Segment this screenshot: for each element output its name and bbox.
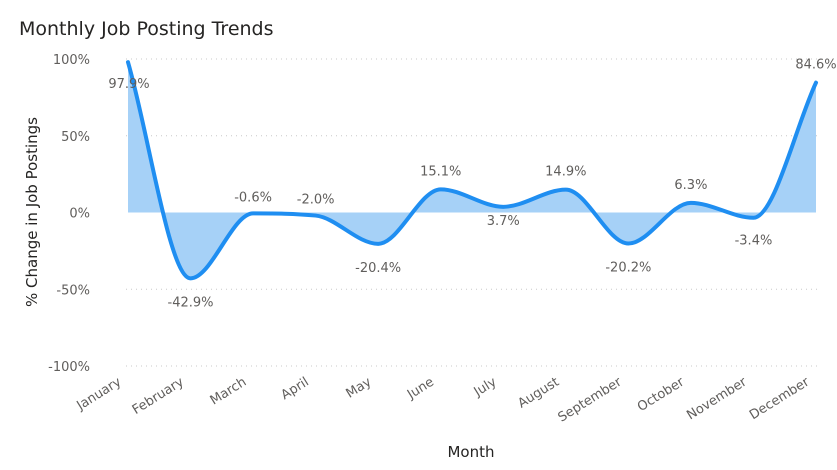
data-label: -3.4% (735, 234, 773, 249)
grid-lines (126, 58, 820, 367)
x-tick-label: August (515, 375, 562, 412)
data-label: 6.3% (674, 178, 707, 193)
area-fill (128, 62, 816, 279)
x-tick-label: March (208, 375, 250, 409)
x-tick-label: June (404, 375, 437, 403)
y-axis-title: % Change in Job Postings (23, 117, 41, 307)
data-labels: 97.9% -42.9% -0.6% -2.0% -20.4% 15.1% 3.7% 14.9… (108, 58, 836, 311)
x-tick-label: December (747, 374, 813, 423)
y-axis-ticks: 100% 50% 0% -50% -100% (48, 53, 90, 375)
x-tick-label: May (344, 375, 375, 402)
y-tick-label: 0% (69, 207, 90, 222)
data-label: -20.4% (355, 261, 401, 276)
data-label: -42.9% (168, 295, 214, 310)
x-tick-label: September (556, 374, 625, 425)
data-label: -0.6% (234, 190, 272, 205)
y-tick-label: -100% (48, 360, 90, 375)
data-label: 3.7% (487, 214, 520, 229)
data-label: 84.6% (795, 58, 836, 73)
x-tick-label: November (684, 374, 750, 423)
x-axis-ticks: January February March April May June July Augu… (74, 374, 813, 425)
y-tick-label: -50% (56, 283, 90, 298)
data-label: -20.2% (605, 261, 651, 276)
x-axis-title: Month (447, 443, 494, 461)
data-label: 15.1% (420, 164, 461, 179)
y-tick-label: 100% (53, 53, 90, 68)
x-tick-label: July (471, 375, 500, 401)
data-label: -2.0% (297, 193, 335, 208)
x-tick-label: January (74, 375, 125, 415)
x-tick-label: October (635, 374, 688, 415)
data-label: 14.9% (545, 165, 586, 180)
x-tick-label: February (130, 375, 187, 418)
chart-title: Monthly Job Posting Trends (19, 18, 274, 40)
x-tick-label: April (279, 375, 312, 403)
series-line (126, 60, 818, 281)
data-label: 97.9% (108, 77, 149, 92)
y-tick-label: 50% (61, 130, 90, 145)
